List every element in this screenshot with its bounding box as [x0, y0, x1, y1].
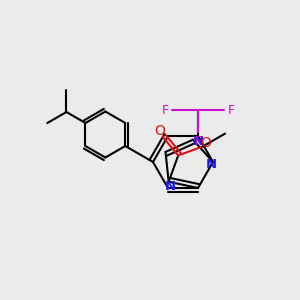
Text: N: N — [164, 181, 175, 194]
Text: N: N — [206, 158, 217, 170]
Text: O: O — [154, 124, 165, 138]
Text: F: F — [227, 103, 235, 116]
Text: F: F — [194, 134, 202, 148]
Text: N: N — [192, 135, 203, 148]
Text: O: O — [200, 136, 211, 149]
Text: F: F — [161, 103, 169, 116]
